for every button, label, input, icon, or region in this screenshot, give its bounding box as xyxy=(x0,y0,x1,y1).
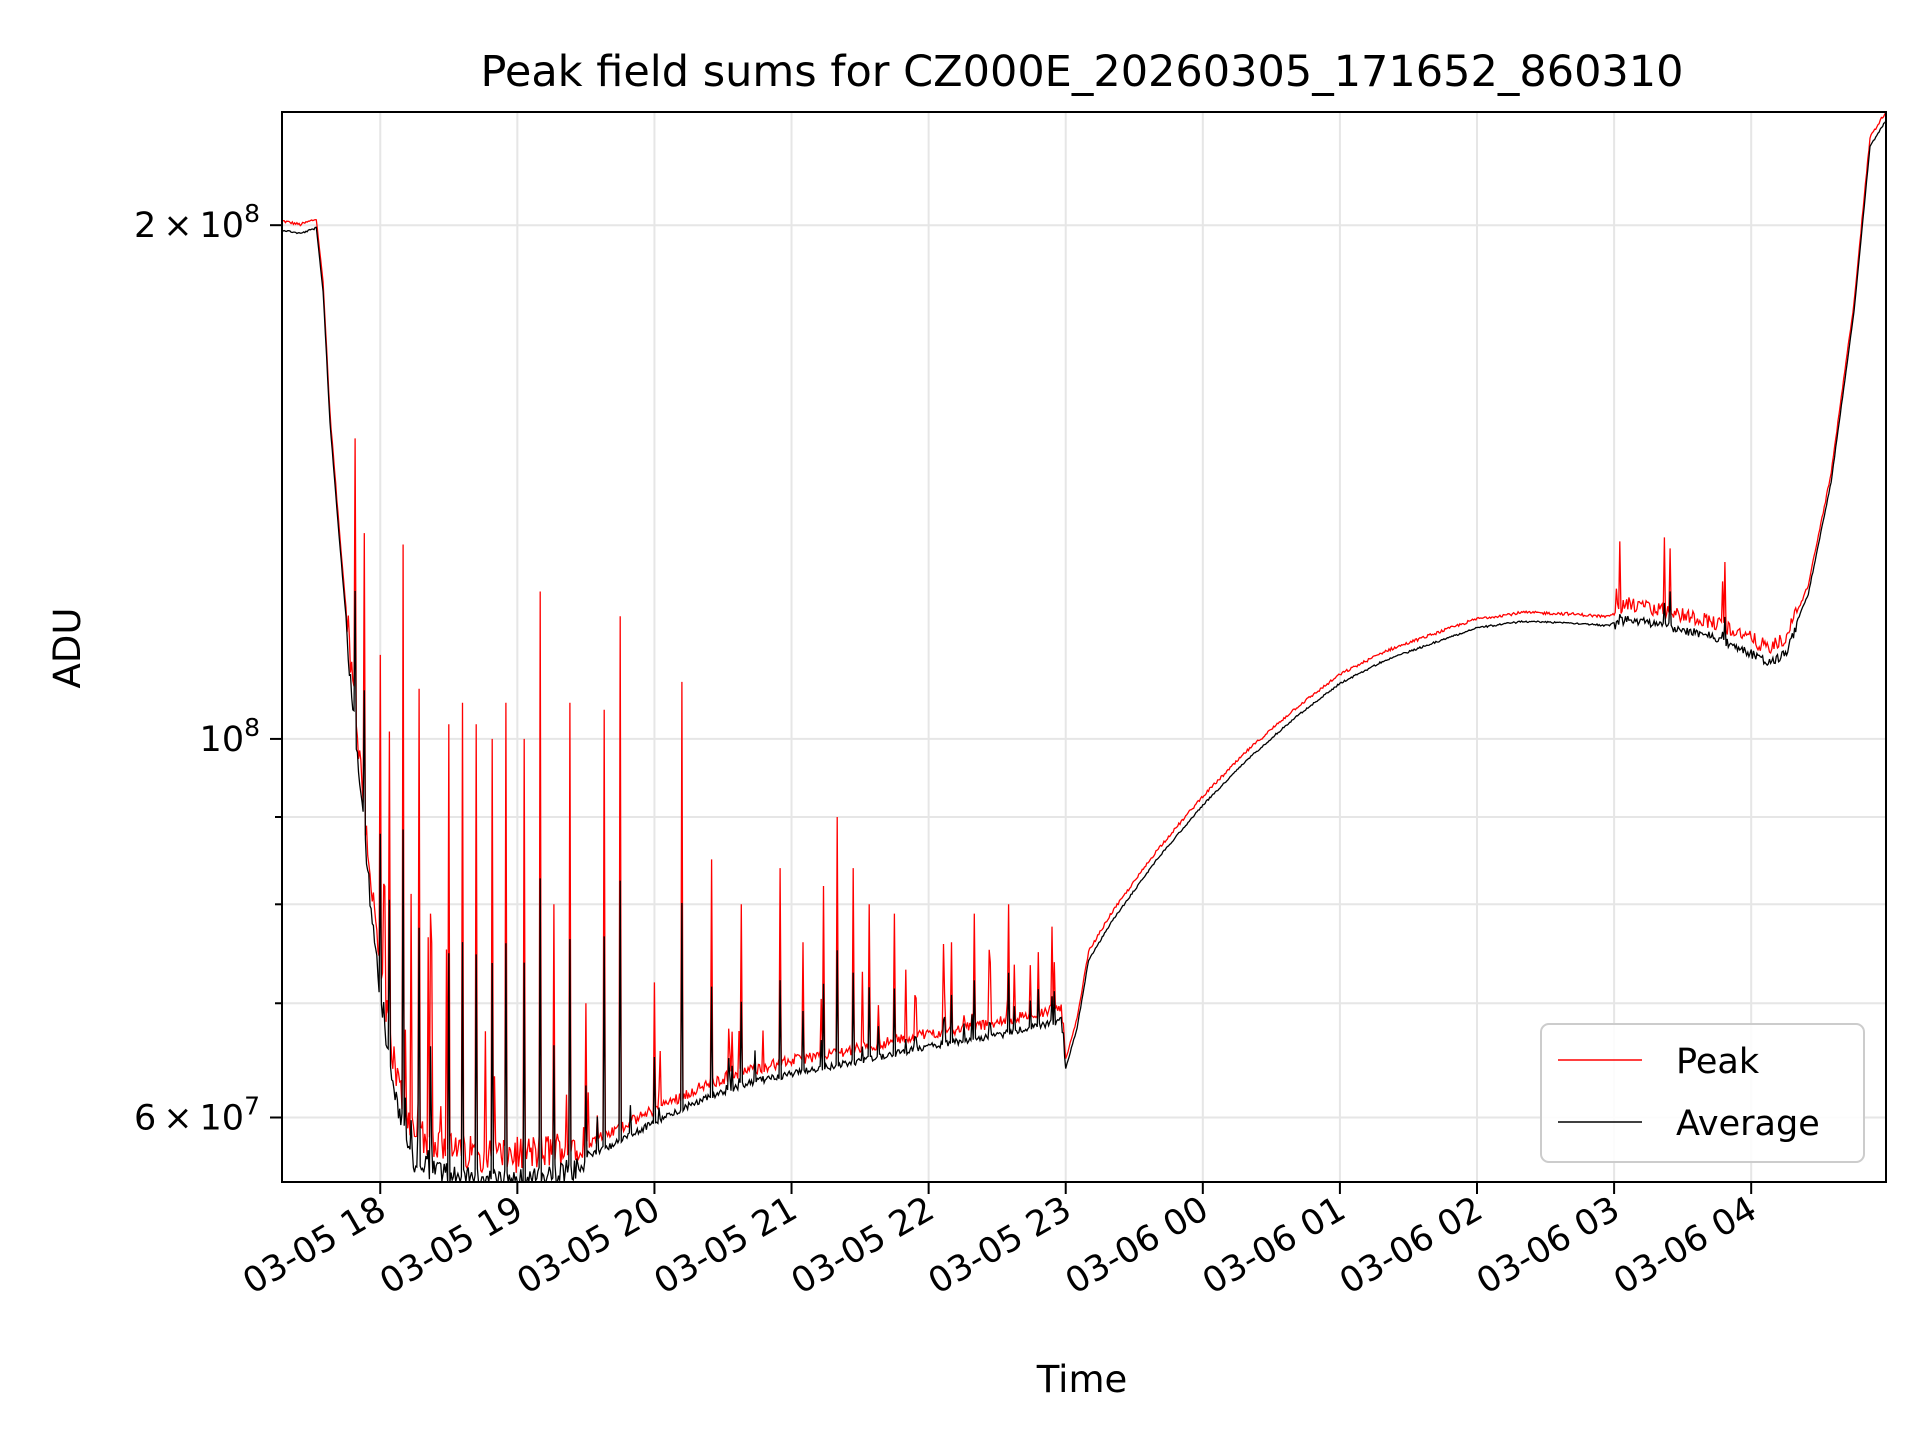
legend: Peak Average xyxy=(1540,1023,1865,1163)
y-axis-label: ADU xyxy=(46,608,89,689)
average-line xyxy=(281,120,1887,1183)
legend-peak-label: Peak xyxy=(1676,1042,1760,1082)
legend-average-label: Average xyxy=(1676,1104,1820,1144)
chart-title: Peak field sums for CZ000E_20260305_1716… xyxy=(480,47,1683,97)
y-axis: 6 × 107 108 2 × 108 xyxy=(134,199,282,1139)
y-tick-label: 2 × 108 xyxy=(134,199,260,246)
x-axis-label: Time xyxy=(1036,1358,1128,1401)
series-peak-line xyxy=(281,112,1887,1174)
gridlines xyxy=(282,112,1886,1182)
y-tick-label: 108 xyxy=(200,713,260,760)
plot-frame xyxy=(281,111,1887,1183)
y-tick-label: 6 × 107 xyxy=(134,1092,260,1139)
legend-box xyxy=(1540,1023,1865,1163)
series-average-line xyxy=(281,120,1887,1183)
peak-line xyxy=(281,112,1887,1174)
